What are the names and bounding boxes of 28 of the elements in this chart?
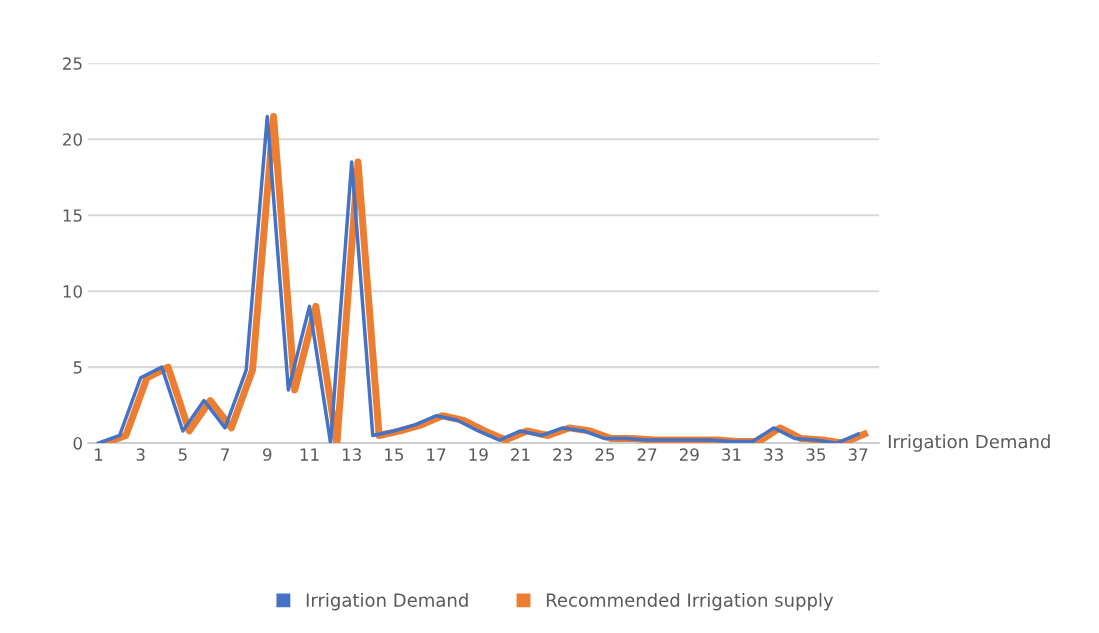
x-tick-label: 25 [595, 448, 615, 461]
x-tick-label: 27 [637, 448, 657, 461]
x-tick-label: 17 [427, 448, 446, 461]
x-tick-label: 29 [679, 448, 699, 461]
y-tick-label: 15 [63, 209, 82, 222]
x-tick-label: 31 [722, 448, 741, 461]
x-tick-label: 3 [136, 448, 145, 461]
x-tick-label: 11 [300, 448, 319, 461]
x-tick-label: 5 [178, 448, 187, 461]
text: Irrigation Demand [888, 434, 1050, 452]
y-tick-label: 0 [73, 437, 82, 450]
x-tick-label: 19 [469, 448, 488, 461]
y-tick-label: 25 [63, 57, 82, 70]
x-tick-label: 7 [221, 448, 229, 461]
x-tick-label: 9 [263, 448, 272, 461]
y-tick-label: 5 [73, 361, 82, 374]
x-tick-label: 13 [342, 448, 361, 461]
y-tick-label: 10 [63, 285, 82, 298]
x-tick-label: 21 [511, 448, 530, 461]
x-tick-label: 33 [764, 448, 783, 461]
x-tick-label: 23 [553, 448, 572, 461]
x-tick-label: 1 [95, 448, 103, 461]
y-tick-label: 20 [63, 133, 82, 146]
legend-label: Irrigation Demand [306, 592, 468, 611]
legend-label: Recommended Irrigation supply [546, 592, 834, 611]
x-tick-label: 15 [385, 448, 404, 461]
x-tick-label: 35 [806, 448, 826, 461]
x-tick-label: 37 [848, 448, 868, 461]
